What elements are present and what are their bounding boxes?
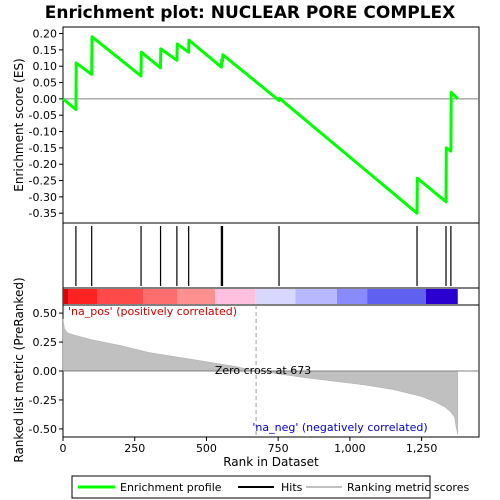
pos-correlated-label: 'na_pos' (positively correlated) bbox=[68, 305, 237, 318]
es-y-axis: 0.20 0.15 0.10 0.05 0.00 -0.05 -0.10 -0.15 -0.20… bbox=[29, 28, 63, 221]
hits-layer bbox=[76, 226, 451, 286]
rank-x-tick-label: 1,000 bbox=[334, 442, 366, 455]
colorbar-segment bbox=[426, 289, 458, 304]
colorbar-segment bbox=[178, 289, 215, 304]
legend-label-ranking: Ranking metric scores bbox=[347, 481, 469, 494]
colorbar-segment bbox=[337, 289, 367, 304]
es-y-tick-label: -0.25 bbox=[29, 175, 57, 188]
rank-x-tick-label: 0 bbox=[60, 442, 67, 455]
es-y-tick-label: 0.15 bbox=[33, 44, 58, 57]
es-y-tick-label: -0.15 bbox=[29, 142, 57, 155]
es-y-tick-label: -0.30 bbox=[29, 191, 57, 204]
es-y-tick-label: 0.10 bbox=[33, 60, 58, 73]
es-y-label: Enrichment score (ES) bbox=[12, 58, 26, 191]
es-y-tick-label: -0.05 bbox=[29, 109, 57, 122]
enrichment-profile bbox=[63, 37, 458, 213]
es-y-tick-label: -0.10 bbox=[29, 126, 57, 139]
rank-x-tick-label: 750 bbox=[268, 442, 289, 455]
rank-x-tick-label: 500 bbox=[196, 442, 217, 455]
rank-y-axis: 0.50 0.25 0.00 -0.25 -0.50 bbox=[29, 307, 63, 436]
rank-x-axis: 0 250 500 750 1,000 1,250 bbox=[60, 437, 438, 455]
colorbar bbox=[63, 289, 458, 304]
rank-x-label: Rank in Dataset bbox=[223, 455, 319, 469]
rank-y-tick-label: 0.00 bbox=[33, 365, 58, 378]
colorbar-segment bbox=[143, 289, 177, 304]
rank-y-tick-label: 0.25 bbox=[33, 336, 58, 349]
es-y-tick-label: -0.20 bbox=[29, 158, 57, 171]
es-y-tick-label: 0.20 bbox=[33, 28, 58, 41]
es-y-tick-label: 0.00 bbox=[33, 93, 58, 106]
es-y-tick-label: 0.05 bbox=[33, 77, 58, 90]
rank-y-tick-label: -0.50 bbox=[29, 423, 57, 436]
legend-label-hits: Hits bbox=[281, 481, 303, 494]
colorbar-segment bbox=[97, 289, 143, 304]
chart-title: Enrichment plot: NUCLEAR PORE COMPLEX bbox=[45, 3, 456, 23]
rank-x-tick-label: 250 bbox=[124, 442, 145, 455]
es-y-tick-label: -0.35 bbox=[29, 207, 57, 220]
enrichment-profile-line bbox=[63, 37, 458, 213]
legend: Enrichment profile Hits Ranking metric s… bbox=[72, 476, 469, 498]
rank-y-label: Ranked list metric (PreRanked) bbox=[12, 277, 26, 462]
rank-y-tick-label: 0.50 bbox=[33, 307, 58, 320]
colorbar-segment bbox=[69, 289, 98, 304]
neg-correlated-label: 'na_neg' (negatively correlated) bbox=[252, 421, 427, 434]
colorbar-segment bbox=[63, 289, 69, 304]
colorbar-segment bbox=[215, 289, 255, 304]
zero-cross-label: Zero cross at 673 bbox=[215, 364, 311, 377]
colorbar-segment bbox=[367, 289, 426, 304]
rank-y-tick-label: -0.25 bbox=[29, 394, 57, 407]
legend-label-enrichment: Enrichment profile bbox=[120, 481, 222, 494]
rank-x-tick-label: 1,250 bbox=[406, 442, 438, 455]
colorbar-segment bbox=[295, 289, 337, 304]
colorbar-segment bbox=[255, 289, 295, 304]
